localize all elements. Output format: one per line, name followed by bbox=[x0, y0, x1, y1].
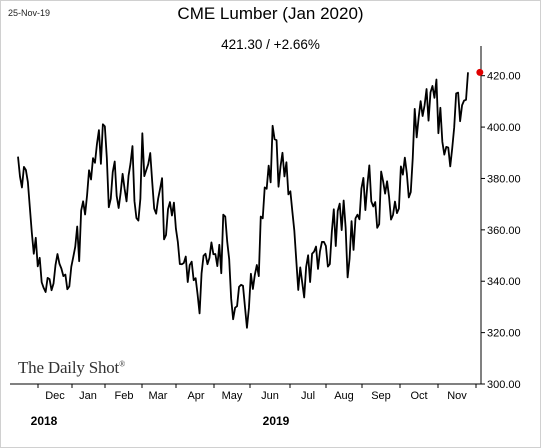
series-layer bbox=[17, 68, 484, 329]
date-stamp: 25-Nov-19 bbox=[8, 8, 51, 18]
x-month-label: Jun bbox=[261, 390, 279, 402]
axes bbox=[10, 46, 485, 388]
x-year-label: 2019 bbox=[263, 414, 290, 428]
daily-shot-logo: The Daily Shot® bbox=[18, 358, 125, 378]
x-month-label: Sep bbox=[371, 390, 391, 402]
x-month-label: Feb bbox=[115, 390, 134, 402]
y-tick-label: 320.00 bbox=[487, 328, 521, 340]
logo-text: The Daily Shot bbox=[18, 358, 120, 377]
last-point-marker bbox=[476, 68, 484, 76]
price-line bbox=[17, 72, 469, 329]
y-tick-label: 400.00 bbox=[487, 122, 521, 134]
axis-labels: 300.00 320.00 340.00 360.00 380.00 400.00 420.… bbox=[31, 71, 521, 428]
x-month-label: Jan bbox=[79, 390, 97, 402]
y-tick-label: 360.00 bbox=[487, 225, 521, 237]
x-year-label: 2018 bbox=[31, 414, 58, 428]
x-month-label: Apr bbox=[187, 390, 204, 402]
y-tick-label: 420.00 bbox=[487, 71, 521, 83]
chart-title: CME Lumber (Jan 2020) bbox=[177, 4, 364, 23]
x-month-label: Jul bbox=[301, 390, 315, 402]
logo-registered-mark: ® bbox=[119, 359, 125, 369]
y-tick-label: 340.00 bbox=[487, 276, 521, 288]
y-tick-label: 300.00 bbox=[487, 379, 521, 391]
x-month-label: Oct bbox=[410, 390, 427, 402]
x-month-label: Dec bbox=[45, 390, 65, 402]
x-month-label: Aug bbox=[334, 390, 354, 402]
x-month-label: Nov bbox=[447, 390, 467, 402]
last-value-label: 421.30 / +2.66% bbox=[221, 37, 320, 52]
x-month-label: Mar bbox=[149, 390, 168, 402]
y-tick-label: 380.00 bbox=[487, 173, 521, 185]
x-month-label: May bbox=[222, 390, 243, 402]
